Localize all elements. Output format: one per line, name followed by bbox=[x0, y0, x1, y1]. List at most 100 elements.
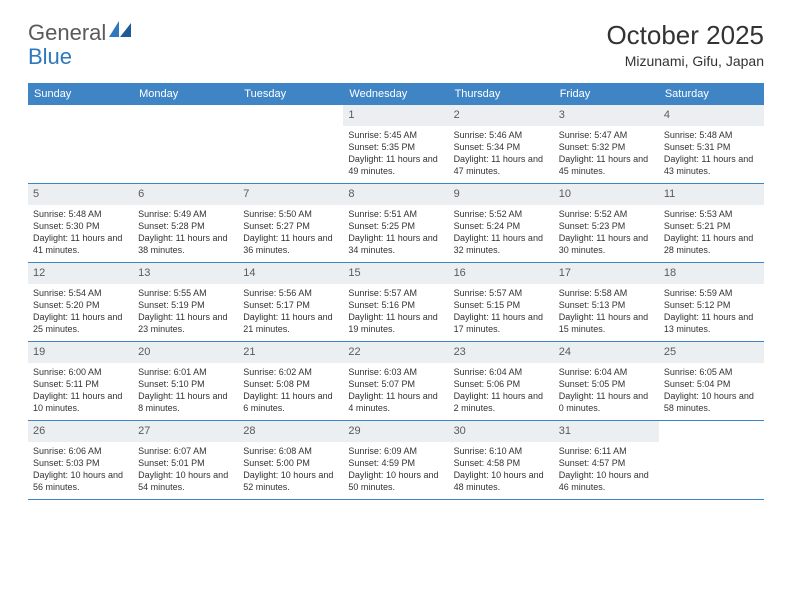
page-header: General October 2025 Mizunami, Gifu, Jap… bbox=[28, 20, 764, 69]
day-content: Sunrise: 5:58 AMSunset: 5:13 PMDaylight:… bbox=[554, 284, 659, 341]
sunset-text: Sunset: 5:28 PM bbox=[138, 220, 233, 232]
day-number: 3 bbox=[554, 105, 659, 126]
day-number: 31 bbox=[554, 421, 659, 442]
day-number: 25 bbox=[659, 342, 764, 363]
day-number: 26 bbox=[28, 421, 133, 442]
sunset-text: Sunset: 5:20 PM bbox=[33, 299, 128, 311]
calendar-day-cell: 10Sunrise: 5:52 AMSunset: 5:23 PMDayligh… bbox=[554, 184, 659, 262]
sunrise-text: Sunrise: 5:57 AM bbox=[348, 287, 443, 299]
calendar-day-cell: 26Sunrise: 6:06 AMSunset: 5:03 PMDayligh… bbox=[28, 421, 133, 499]
calendar-page: General October 2025 Mizunami, Gifu, Jap… bbox=[0, 0, 792, 520]
calendar-week-row: 19Sunrise: 6:00 AMSunset: 5:11 PMDayligh… bbox=[28, 342, 764, 421]
daylight-text: Daylight: 11 hours and 8 minutes. bbox=[138, 390, 233, 414]
calendar-day-cell: 6Sunrise: 5:49 AMSunset: 5:28 PMDaylight… bbox=[133, 184, 238, 262]
daylight-text: Daylight: 11 hours and 19 minutes. bbox=[348, 311, 443, 335]
day-content: Sunrise: 5:53 AMSunset: 5:21 PMDaylight:… bbox=[659, 205, 764, 262]
logo-text-general: General bbox=[28, 20, 106, 46]
day-content: Sunrise: 6:09 AMSunset: 4:59 PMDaylight:… bbox=[343, 442, 448, 499]
daylight-text: Daylight: 11 hours and 28 minutes. bbox=[664, 232, 759, 256]
calendar-day-cell: 3Sunrise: 5:47 AMSunset: 5:32 PMDaylight… bbox=[554, 105, 659, 183]
calendar-week-row: 12Sunrise: 5:54 AMSunset: 5:20 PMDayligh… bbox=[28, 263, 764, 342]
day-number: 4 bbox=[659, 105, 764, 126]
daylight-text: Daylight: 11 hours and 43 minutes. bbox=[664, 153, 759, 177]
sunset-text: Sunset: 5:21 PM bbox=[664, 220, 759, 232]
day-number: 14 bbox=[238, 263, 343, 284]
calendar-day-cell: 20Sunrise: 6:01 AMSunset: 5:10 PMDayligh… bbox=[133, 342, 238, 420]
sunrise-text: Sunrise: 6:04 AM bbox=[454, 366, 549, 378]
logo-blue-row: Blue bbox=[28, 44, 72, 70]
sunrise-text: Sunrise: 5:50 AM bbox=[243, 208, 338, 220]
calendar-day-cell: 23Sunrise: 6:04 AMSunset: 5:06 PMDayligh… bbox=[449, 342, 554, 420]
calendar-day-cell: 29Sunrise: 6:09 AMSunset: 4:59 PMDayligh… bbox=[343, 421, 448, 499]
calendar-day-cell: 30Sunrise: 6:10 AMSunset: 4:58 PMDayligh… bbox=[449, 421, 554, 499]
calendar-day-cell: 16Sunrise: 5:57 AMSunset: 5:15 PMDayligh… bbox=[449, 263, 554, 341]
day-number: 24 bbox=[554, 342, 659, 363]
sunrise-text: Sunrise: 6:05 AM bbox=[664, 366, 759, 378]
location-text: Mizunami, Gifu, Japan bbox=[606, 53, 764, 69]
day-header: Thursday bbox=[449, 83, 554, 105]
sunrise-text: Sunrise: 6:01 AM bbox=[138, 366, 233, 378]
daylight-text: Daylight: 10 hours and 50 minutes. bbox=[348, 469, 443, 493]
day-content: Sunrise: 6:11 AMSunset: 4:57 PMDaylight:… bbox=[554, 442, 659, 499]
sunset-text: Sunset: 4:57 PM bbox=[559, 457, 654, 469]
sunrise-text: Sunrise: 6:08 AM bbox=[243, 445, 338, 457]
sunset-text: Sunset: 5:07 PM bbox=[348, 378, 443, 390]
daylight-text: Daylight: 11 hours and 0 minutes. bbox=[559, 390, 654, 414]
day-content: Sunrise: 6:03 AMSunset: 5:07 PMDaylight:… bbox=[343, 363, 448, 420]
day-content: Sunrise: 5:45 AMSunset: 5:35 PMDaylight:… bbox=[343, 126, 448, 183]
daylight-text: Daylight: 11 hours and 21 minutes. bbox=[243, 311, 338, 335]
sunset-text: Sunset: 5:27 PM bbox=[243, 220, 338, 232]
daylight-text: Daylight: 10 hours and 52 minutes. bbox=[243, 469, 338, 493]
calendar-week-row: 1Sunrise: 5:45 AMSunset: 5:35 PMDaylight… bbox=[28, 105, 764, 184]
sunrise-text: Sunrise: 5:51 AM bbox=[348, 208, 443, 220]
sunrise-text: Sunrise: 6:07 AM bbox=[138, 445, 233, 457]
sunrise-text: Sunrise: 5:48 AM bbox=[664, 129, 759, 141]
calendar-day-cell: 31Sunrise: 6:11 AMSunset: 4:57 PMDayligh… bbox=[554, 421, 659, 499]
day-number: 15 bbox=[343, 263, 448, 284]
sunset-text: Sunset: 5:03 PM bbox=[33, 457, 128, 469]
sunset-text: Sunset: 5:23 PM bbox=[559, 220, 654, 232]
sunrise-text: Sunrise: 5:49 AM bbox=[138, 208, 233, 220]
day-content: Sunrise: 5:52 AMSunset: 5:24 PMDaylight:… bbox=[449, 205, 554, 262]
sunset-text: Sunset: 5:19 PM bbox=[138, 299, 233, 311]
sunset-text: Sunset: 5:30 PM bbox=[33, 220, 128, 232]
sunrise-text: Sunrise: 6:02 AM bbox=[243, 366, 338, 378]
calendar-day-cell bbox=[659, 421, 764, 499]
day-number: 18 bbox=[659, 263, 764, 284]
sunset-text: Sunset: 5:16 PM bbox=[348, 299, 443, 311]
sunrise-text: Sunrise: 5:55 AM bbox=[138, 287, 233, 299]
sunrise-text: Sunrise: 6:03 AM bbox=[348, 366, 443, 378]
calendar-day-cell: 9Sunrise: 5:52 AMSunset: 5:24 PMDaylight… bbox=[449, 184, 554, 262]
sunset-text: Sunset: 5:00 PM bbox=[243, 457, 338, 469]
day-header: Wednesday bbox=[343, 83, 448, 105]
day-content: Sunrise: 6:04 AMSunset: 5:06 PMDaylight:… bbox=[449, 363, 554, 420]
day-content: Sunrise: 5:51 AMSunset: 5:25 PMDaylight:… bbox=[343, 205, 448, 262]
daylight-text: Daylight: 11 hours and 6 minutes. bbox=[243, 390, 338, 414]
day-number: 6 bbox=[133, 184, 238, 205]
day-content: Sunrise: 5:49 AMSunset: 5:28 PMDaylight:… bbox=[133, 205, 238, 262]
logo-text-blue: Blue bbox=[28, 44, 72, 69]
sunrise-text: Sunrise: 5:47 AM bbox=[559, 129, 654, 141]
calendar-header-row: SundayMondayTuesdayWednesdayThursdayFrid… bbox=[28, 83, 764, 105]
calendar-day-cell: 13Sunrise: 5:55 AMSunset: 5:19 PMDayligh… bbox=[133, 263, 238, 341]
day-content: Sunrise: 6:10 AMSunset: 4:58 PMDaylight:… bbox=[449, 442, 554, 499]
day-header: Saturday bbox=[659, 83, 764, 105]
day-number: 5 bbox=[28, 184, 133, 205]
day-number: 20 bbox=[133, 342, 238, 363]
calendar-day-cell bbox=[238, 105, 343, 183]
sunrise-text: Sunrise: 5:52 AM bbox=[454, 208, 549, 220]
daylight-text: Daylight: 11 hours and 2 minutes. bbox=[454, 390, 549, 414]
day-content: Sunrise: 6:07 AMSunset: 5:01 PMDaylight:… bbox=[133, 442, 238, 499]
calendar-day-cell: 11Sunrise: 5:53 AMSunset: 5:21 PMDayligh… bbox=[659, 184, 764, 262]
calendar-day-cell: 14Sunrise: 5:56 AMSunset: 5:17 PMDayligh… bbox=[238, 263, 343, 341]
day-header: Monday bbox=[133, 83, 238, 105]
day-content: Sunrise: 6:01 AMSunset: 5:10 PMDaylight:… bbox=[133, 363, 238, 420]
sunset-text: Sunset: 5:13 PM bbox=[559, 299, 654, 311]
logo-sail-icon bbox=[109, 21, 131, 37]
sunrise-text: Sunrise: 5:56 AM bbox=[243, 287, 338, 299]
daylight-text: Daylight: 11 hours and 49 minutes. bbox=[348, 153, 443, 177]
daylight-text: Daylight: 10 hours and 46 minutes. bbox=[559, 469, 654, 493]
sunrise-text: Sunrise: 5:54 AM bbox=[33, 287, 128, 299]
daylight-text: Daylight: 10 hours and 48 minutes. bbox=[454, 469, 549, 493]
day-number: 27 bbox=[133, 421, 238, 442]
